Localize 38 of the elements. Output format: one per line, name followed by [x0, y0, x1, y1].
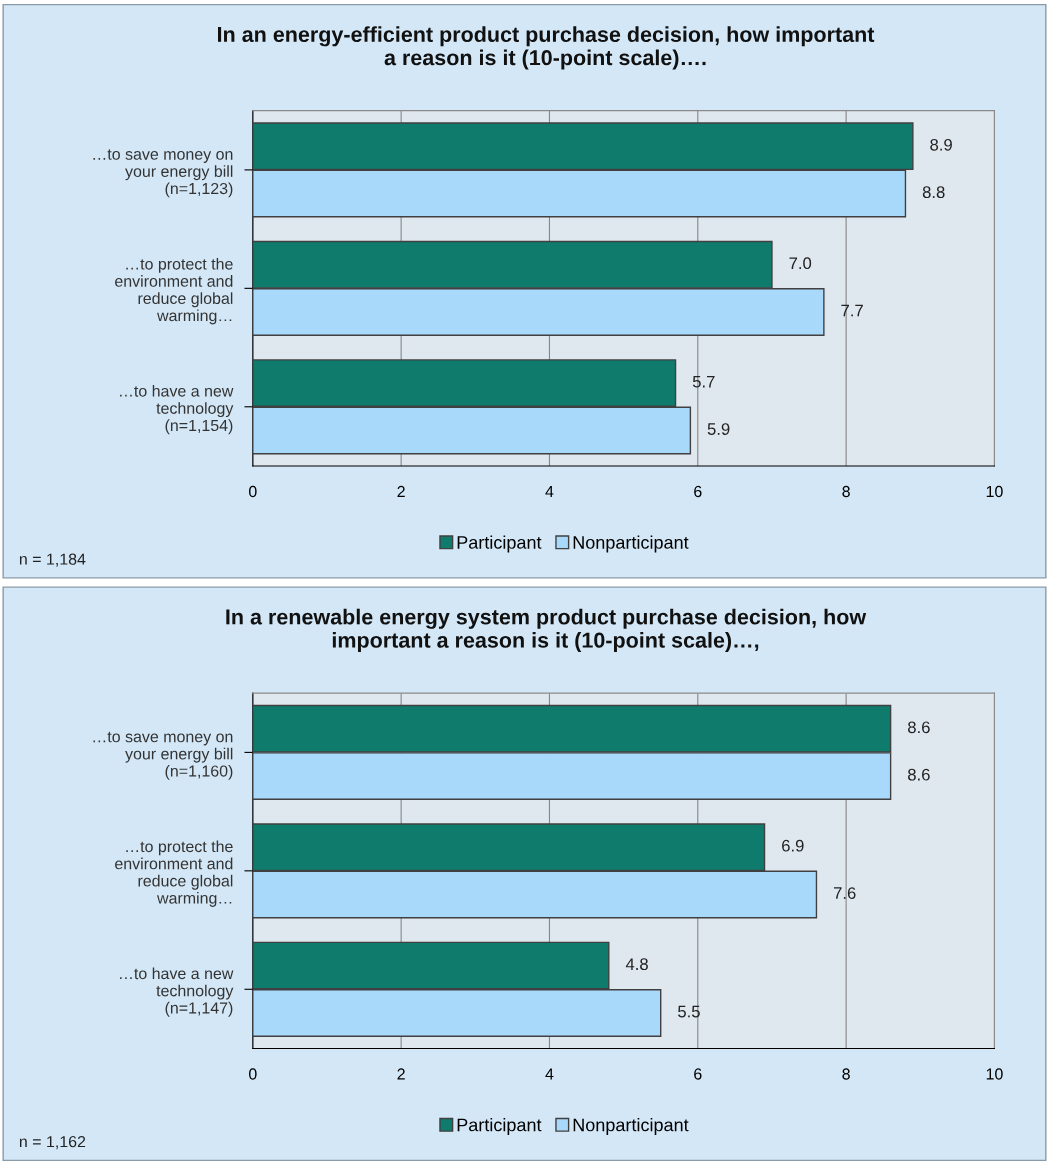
legend-label: Participant — [457, 1118, 542, 1135]
data-label: 6.9 — [782, 839, 804, 852]
data-label: 8.9 — [930, 138, 952, 151]
data-label: 4.8 — [625, 958, 648, 971]
data-label: 8.6 — [908, 768, 930, 781]
data-label: 5.9 — [707, 423, 730, 435]
text: n = 1,162 — [19, 1135, 86, 1150]
data-label: 7.6 — [833, 887, 856, 899]
y-tick-label: …to protect the environment and reduce global warming… — [115, 257, 233, 325]
x-tick-label: 8 — [842, 1068, 850, 1080]
y-tick-label: …to have a new technology (n=1,147) — [120, 967, 234, 1017]
x-tick-label: 2 — [397, 1068, 405, 1080]
y-tick-label: …to have a new technology (n=1,154) — [120, 384, 234, 435]
data-label: 5.7 — [692, 375, 715, 388]
x-tick-label: 10 — [986, 485, 1003, 498]
data-label: 7.7 — [841, 304, 863, 317]
data-label: 7.0 — [789, 257, 812, 270]
legend-label: Nonparticipant — [573, 1118, 689, 1135]
legend-label: Participant — [457, 535, 542, 553]
chart-title: In a renewable energy system product purchase decision, how important a reason is it (10-point scale)…, — [226, 608, 867, 653]
data-label: 5.5 — [678, 1005, 700, 1018]
x-tick-label: 4 — [545, 1068, 554, 1080]
x-tick-label: 0 — [248, 1068, 257, 1080]
data-label: 8.6 — [908, 721, 930, 734]
x-tick-label: 10 — [986, 1068, 1003, 1080]
legend-label: Nonparticipant — [573, 535, 689, 553]
y-tick-label: …to protect the environment and reduce global warming… — [115, 840, 233, 907]
y-tick-label: …to save money on your energy bill (n=1,123) — [93, 149, 233, 198]
x-tick-label: 2 — [397, 485, 405, 498]
x-tick-label: 6 — [694, 485, 702, 498]
text: n = 1,184 — [19, 553, 86, 567]
chart-title: In an energy-efficient product purchase decision, how important a reason is it (10-point scale)…. — [218, 26, 875, 70]
x-tick-label: 8 — [842, 485, 850, 498]
x-tick-label: 6 — [694, 1068, 702, 1080]
data-label: 8.8 — [922, 186, 945, 199]
y-tick-label: …to save money on your energy bill (n=1,160) — [93, 731, 233, 780]
x-tick-label: 0 — [248, 485, 257, 498]
x-tick-label: 4 — [545, 486, 554, 498]
